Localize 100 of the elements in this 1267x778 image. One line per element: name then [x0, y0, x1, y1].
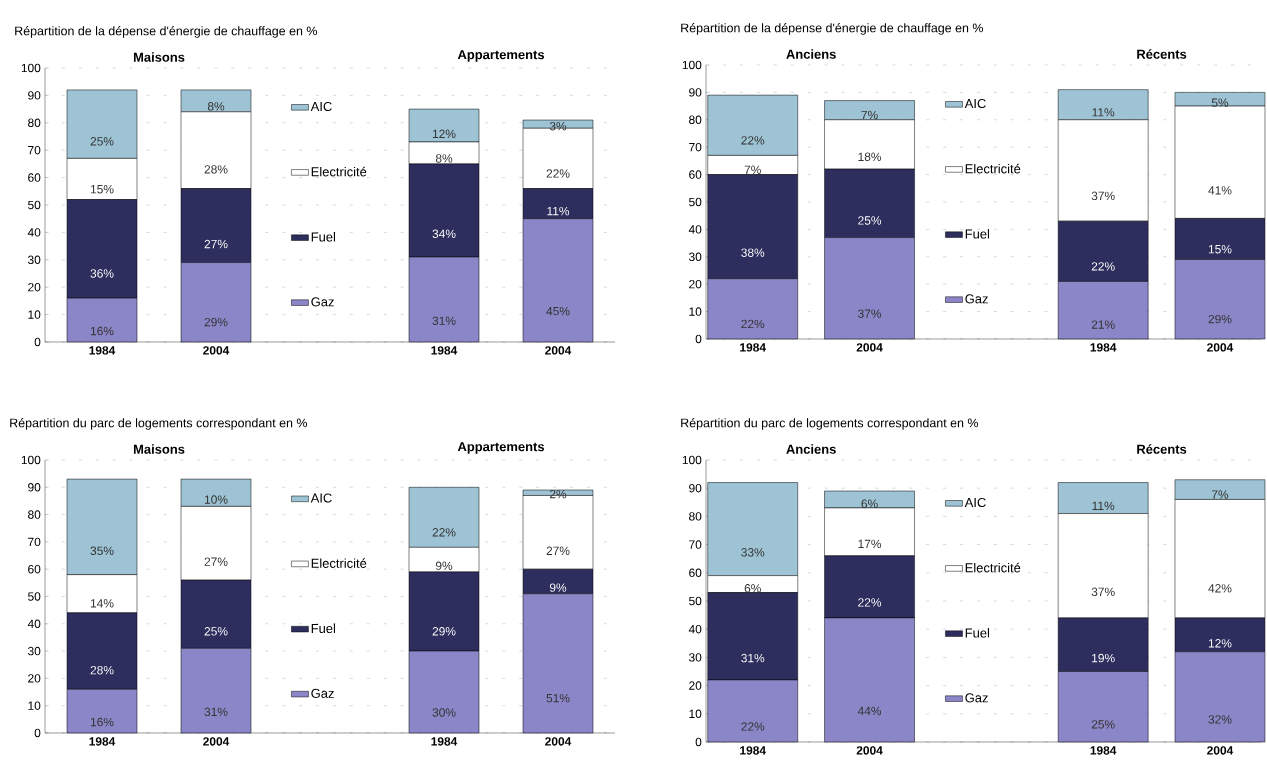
x-tick-label: 2004 — [1207, 343, 1234, 352]
data-label: 25% — [858, 216, 882, 225]
y-tick-label: 60 — [689, 568, 702, 578]
x-tick-label: 2004 — [203, 346, 230, 355]
y-tick-label: 80 — [28, 510, 41, 519]
data-label: 27% — [546, 546, 570, 555]
data-label: 51% — [546, 693, 570, 703]
y-tick-label: 0 — [34, 337, 41, 347]
y-tick-label: 80 — [28, 118, 41, 128]
y-tick-label: 40 — [27, 228, 41, 237]
data-label: 38% — [741, 248, 765, 257]
legend-label: Fuel — [311, 232, 336, 242]
y-tick-label: 0 — [34, 728, 41, 738]
y-tick-label: 0 — [695, 737, 702, 747]
data-label: 15% — [90, 185, 114, 194]
data-label: 36% — [90, 269, 114, 278]
y-tick-label: 100 — [682, 455, 702, 465]
data-label: 41% — [1208, 186, 1232, 195]
data-label: 14% — [90, 599, 114, 608]
data-label: 29% — [204, 317, 228, 327]
data-label: 12% — [1208, 639, 1232, 648]
data-label: 32% — [1208, 715, 1232, 724]
chart-title: Répartition du parc de logements correspondant en % — [10, 418, 308, 430]
legend-label: AIC — [964, 98, 986, 109]
text: Récents — [1137, 444, 1187, 454]
data-label: 37% — [1091, 587, 1115, 597]
y-tick-label: 0 — [695, 334, 702, 344]
y-tick-label: 70 — [28, 537, 41, 547]
data-label: 28% — [204, 165, 228, 174]
y-tick-label: 30 — [688, 252, 702, 262]
data-label: 11% — [1092, 108, 1115, 117]
legend-label: AIC — [964, 497, 986, 508]
text: Anciens — [786, 444, 836, 454]
data-label: 7% — [744, 165, 761, 174]
y-tick-label: 50 — [28, 592, 41, 601]
data-label: 18% — [858, 152, 882, 161]
x-tick-label: 1984 — [89, 346, 116, 355]
legend-label: Fuel — [311, 623, 336, 634]
y-tick-label: 20 — [689, 279, 702, 289]
data-label: 31% — [741, 653, 765, 663]
y-tick-label: 30 — [27, 646, 41, 656]
data-label: 22% — [741, 319, 765, 329]
legend-label: Gaz — [965, 294, 988, 304]
x-tick-label: 2004 — [203, 737, 230, 746]
x-tick-label: 1984 — [431, 737, 458, 746]
x-tick-label: 2004 — [545, 346, 572, 355]
chart-title: Répartition de la dépense d'énergie de chauffage en % — [15, 26, 318, 38]
data-label: 25% — [204, 627, 228, 636]
data-label: 25% — [1091, 720, 1115, 729]
data-label: 8% — [207, 102, 225, 111]
y-tick-label: 40 — [27, 619, 41, 629]
data-label: 31% — [204, 707, 228, 717]
data-label: 22% — [432, 528, 456, 537]
x-tick-label: 1984 — [1090, 746, 1117, 755]
legend-label: AIC — [310, 101, 332, 112]
data-label: 30% — [432, 708, 456, 717]
legend-label: Fuel — [965, 628, 990, 638]
y-tick-label: 50 — [689, 596, 702, 606]
x-tick-label: 1984 — [740, 746, 766, 755]
data-label: 22% — [546, 169, 570, 178]
data-label: 22% — [741, 722, 765, 731]
x-tick-label: 1984 — [1090, 343, 1117, 352]
y-tick-label: 40 — [688, 624, 702, 634]
y-tick-label: 20 — [689, 681, 702, 690]
data-label: 37% — [1091, 191, 1115, 201]
text: Appartements — [457, 50, 545, 62]
y-tick-label: 10 — [689, 307, 702, 316]
y-tick-label: 90 — [28, 91, 41, 100]
y-tick-label: 80 — [689, 512, 702, 521]
y-tick-label: 10 — [28, 701, 41, 710]
y-tick-label: 20 — [28, 282, 41, 292]
y-tick-label: 90 — [28, 483, 41, 492]
y-tick-label: 70 — [689, 142, 702, 152]
text: Maisons — [133, 52, 185, 62]
y-tick-label: 40 — [688, 225, 702, 234]
x-tick-label: 1984 — [431, 346, 458, 355]
data-label: 28% — [90, 665, 114, 675]
data-label: 44% — [857, 706, 882, 716]
data-label: 22% — [1091, 262, 1115, 271]
data-label: 29% — [432, 627, 456, 636]
y-tick-label: 50 — [689, 197, 702, 207]
y-tick-label: 60 — [28, 564, 41, 574]
x-tick-label: 2004 — [856, 746, 883, 755]
data-label: 10% — [204, 495, 228, 504]
y-tick-label: 20 — [28, 674, 41, 683]
legend-label: Electricité — [311, 558, 367, 568]
data-label: 25% — [90, 137, 114, 146]
data-label: 5% — [1211, 98, 1229, 107]
data-label: 9% — [435, 561, 453, 570]
x-tick-label: 1984 — [89, 737, 116, 746]
y-tick-label: 10 — [689, 709, 702, 719]
y-tick-label: 60 — [28, 173, 41, 182]
data-label: 6% — [744, 584, 761, 593]
data-label: 7% — [1211, 490, 1229, 499]
y-tick-label: 100 — [21, 455, 41, 465]
data-label: 12% — [432, 129, 456, 138]
legend-label: Gaz — [311, 297, 334, 307]
y-tick-label: 30 — [688, 653, 702, 662]
x-tick-label: 2004 — [1207, 746, 1234, 755]
data-label: 8% — [435, 154, 453, 163]
